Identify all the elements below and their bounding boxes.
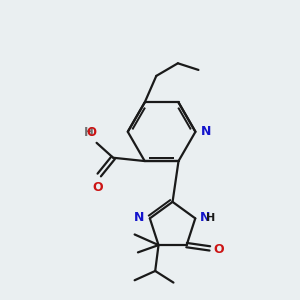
Text: O: O bbox=[86, 127, 96, 140]
Text: N: N bbox=[134, 211, 145, 224]
Text: N: N bbox=[201, 124, 211, 138]
Text: N: N bbox=[200, 211, 210, 224]
Text: H: H bbox=[206, 213, 215, 223]
Text: H: H bbox=[84, 127, 94, 140]
Text: O: O bbox=[213, 243, 224, 256]
Text: O: O bbox=[92, 181, 103, 194]
